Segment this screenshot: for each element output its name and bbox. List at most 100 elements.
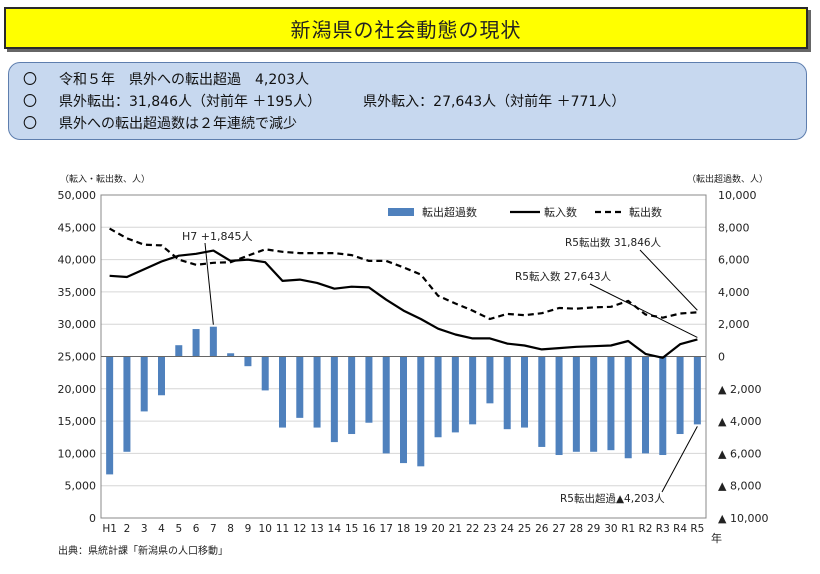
x-tick-label: 16 bbox=[362, 523, 376, 535]
summary-box: 〇令和５年 県外への転出超過 4,203人 〇県外転出：31,846人（対前年 … bbox=[8, 62, 807, 140]
right-tick-label: ▲ 2,000 bbox=[718, 383, 761, 396]
annotation-r5-choka-leader bbox=[661, 426, 698, 493]
bar-tenshutsu-choka bbox=[486, 356, 494, 404]
left-tick-label: 40,000 bbox=[58, 254, 97, 267]
bar-tenshutsu-choka bbox=[400, 356, 407, 464]
annotation-h7: H7 +1,845人 bbox=[182, 230, 252, 243]
right-tick-label: ▲ 8,000 bbox=[718, 480, 761, 493]
right-tick-label: ▲ 6,000 bbox=[718, 447, 761, 460]
left-tick-label: 25,000 bbox=[58, 351, 97, 364]
legend-label: 転出数 bbox=[629, 205, 662, 219]
page-title: 新潟県の社会動態の現状 bbox=[4, 7, 808, 49]
bar-tenshutsu-choka bbox=[469, 356, 477, 425]
x-tick-label: 3 bbox=[141, 523, 148, 535]
x-tick-label: 23 bbox=[483, 523, 496, 535]
source-note: 出典：県統計課「新潟県の人口移動」 bbox=[58, 546, 228, 557]
bar-tenshutsu-choka bbox=[175, 345, 183, 357]
annotation-r5-choka: R5転出超過▲4,203人 bbox=[560, 492, 665, 505]
x-tick-label: 17 bbox=[380, 523, 393, 535]
line-tenshutsu bbox=[109, 227, 698, 321]
bar-tenshutsu-choka bbox=[158, 356, 165, 396]
left-tick-label: 20,000 bbox=[58, 383, 97, 396]
left-tick-label: 35,000 bbox=[58, 286, 97, 299]
bullet-mark: 〇 bbox=[23, 94, 37, 110]
right-axis-label: （転出超過数、人） bbox=[687, 173, 768, 185]
x-tick-label: 9 bbox=[245, 523, 252, 535]
bar-tenshutsu-choka bbox=[365, 356, 373, 423]
bar-tenshutsu-choka bbox=[348, 356, 356, 435]
x-tick-label: 6 bbox=[193, 523, 200, 535]
bar-tenshutsu-choka bbox=[642, 356, 649, 454]
x-tick-label: 15 bbox=[345, 523, 358, 535]
x-tick-label: H1 bbox=[102, 523, 117, 535]
x-tick-label: 20 bbox=[431, 523, 444, 535]
annotation-r5-tenshutsu-leader bbox=[639, 249, 698, 311]
x-tick-label: 30 bbox=[604, 523, 617, 535]
bullet-mark: 〇 bbox=[23, 116, 37, 132]
bar-tenshutsu-choka bbox=[261, 356, 269, 391]
bar-tenshutsu-choka bbox=[106, 356, 114, 475]
x-tick-label: 25 bbox=[518, 523, 531, 535]
x-tick-label: 14 bbox=[328, 523, 342, 535]
legend-label: 転入数 bbox=[544, 206, 577, 219]
bar-tenshutsu-choka bbox=[572, 356, 580, 452]
bar-tenshutsu-choka bbox=[330, 356, 338, 443]
legend-label: 転出超過数 bbox=[422, 205, 477, 219]
annotation-r5-tennyu: R5転入数 27,643人 bbox=[515, 270, 612, 283]
right-tick-label: 8,000 bbox=[718, 221, 750, 234]
bar-tenshutsu-choka bbox=[590, 356, 598, 452]
x-unit-label: 年 bbox=[711, 531, 722, 545]
x-tick-label: R5 bbox=[690, 523, 704, 535]
summary-line-1: 〇 令和５年 県外への転出超過 4,203人 bbox=[23, 69, 792, 91]
bar-tenshutsu-choka bbox=[279, 356, 286, 428]
x-tick-label: 5 bbox=[175, 523, 182, 535]
right-tick-label: ▲ 10,000 bbox=[718, 512, 768, 525]
bar-tenshutsu-choka bbox=[521, 356, 528, 428]
x-tick-label: 18 bbox=[397, 523, 410, 535]
bar-tenshutsu-choka bbox=[434, 356, 442, 438]
bar-tenshutsu-choka bbox=[296, 356, 304, 418]
bar-tenshutsu-choka bbox=[227, 353, 235, 357]
x-tick-label: 8 bbox=[227, 523, 234, 535]
annotation-h7-leader bbox=[204, 242, 214, 325]
summary-line-3: 〇 県外への転出超過数は２年連続で減少 bbox=[23, 113, 792, 135]
left-tick-label: 0 bbox=[89, 512, 96, 525]
bar-tenshutsu-choka bbox=[451, 356, 459, 433]
x-tick-label: 24 bbox=[501, 523, 515, 535]
x-tick-label: 10 bbox=[259, 523, 272, 535]
bar-tenshutsu-choka bbox=[676, 356, 684, 435]
right-tick-label: ▲ 4,000 bbox=[718, 415, 761, 428]
summary-text-3: 県外への転出超過数は２年連続で減少 bbox=[59, 116, 297, 132]
x-tick-label: 27 bbox=[552, 523, 565, 535]
x-tick-label: 4 bbox=[158, 523, 165, 535]
x-tick-label: 11 bbox=[276, 523, 289, 535]
bar-tenshutsu-choka bbox=[607, 356, 615, 451]
x-tick-label: R3 bbox=[656, 523, 670, 535]
bar-tenshutsu-choka bbox=[417, 356, 425, 467]
bar-tenshutsu-choka bbox=[313, 356, 321, 428]
left-tick-label: 50,000 bbox=[58, 189, 97, 202]
left-tick-label: 30,000 bbox=[58, 318, 97, 331]
line-tennyu bbox=[109, 249, 698, 359]
annotation-r5-tenshutsu: R5転出数 31,846人 bbox=[565, 236, 662, 249]
x-tick-label: R1 bbox=[621, 523, 635, 535]
x-tick-label: 12 bbox=[293, 523, 306, 535]
right-tick-label: 0 bbox=[718, 351, 725, 364]
right-tick-label: 6,000 bbox=[718, 254, 750, 267]
bar-tenshutsu-choka bbox=[693, 356, 701, 425]
legend-swatch-bar bbox=[388, 208, 414, 216]
left-tick-label: 5,000 bbox=[65, 480, 97, 493]
right-tick-label: 4,000 bbox=[718, 286, 750, 299]
right-tick-label: 2,000 bbox=[718, 318, 750, 331]
x-tick-label: R4 bbox=[673, 523, 687, 535]
left-axis-label: （転入・転出数、人） bbox=[60, 173, 150, 185]
bar-tenshutsu-choka bbox=[209, 326, 217, 357]
left-tick-label: 15,000 bbox=[58, 415, 97, 428]
x-tick-label: 21 bbox=[449, 523, 462, 535]
x-tick-label: 28 bbox=[570, 523, 583, 535]
bullet-mark: 〇 bbox=[23, 72, 37, 88]
x-tick-label: 26 bbox=[535, 523, 549, 535]
bar-tenshutsu-choka bbox=[123, 356, 131, 452]
bar-tenshutsu-choka bbox=[382, 356, 390, 454]
